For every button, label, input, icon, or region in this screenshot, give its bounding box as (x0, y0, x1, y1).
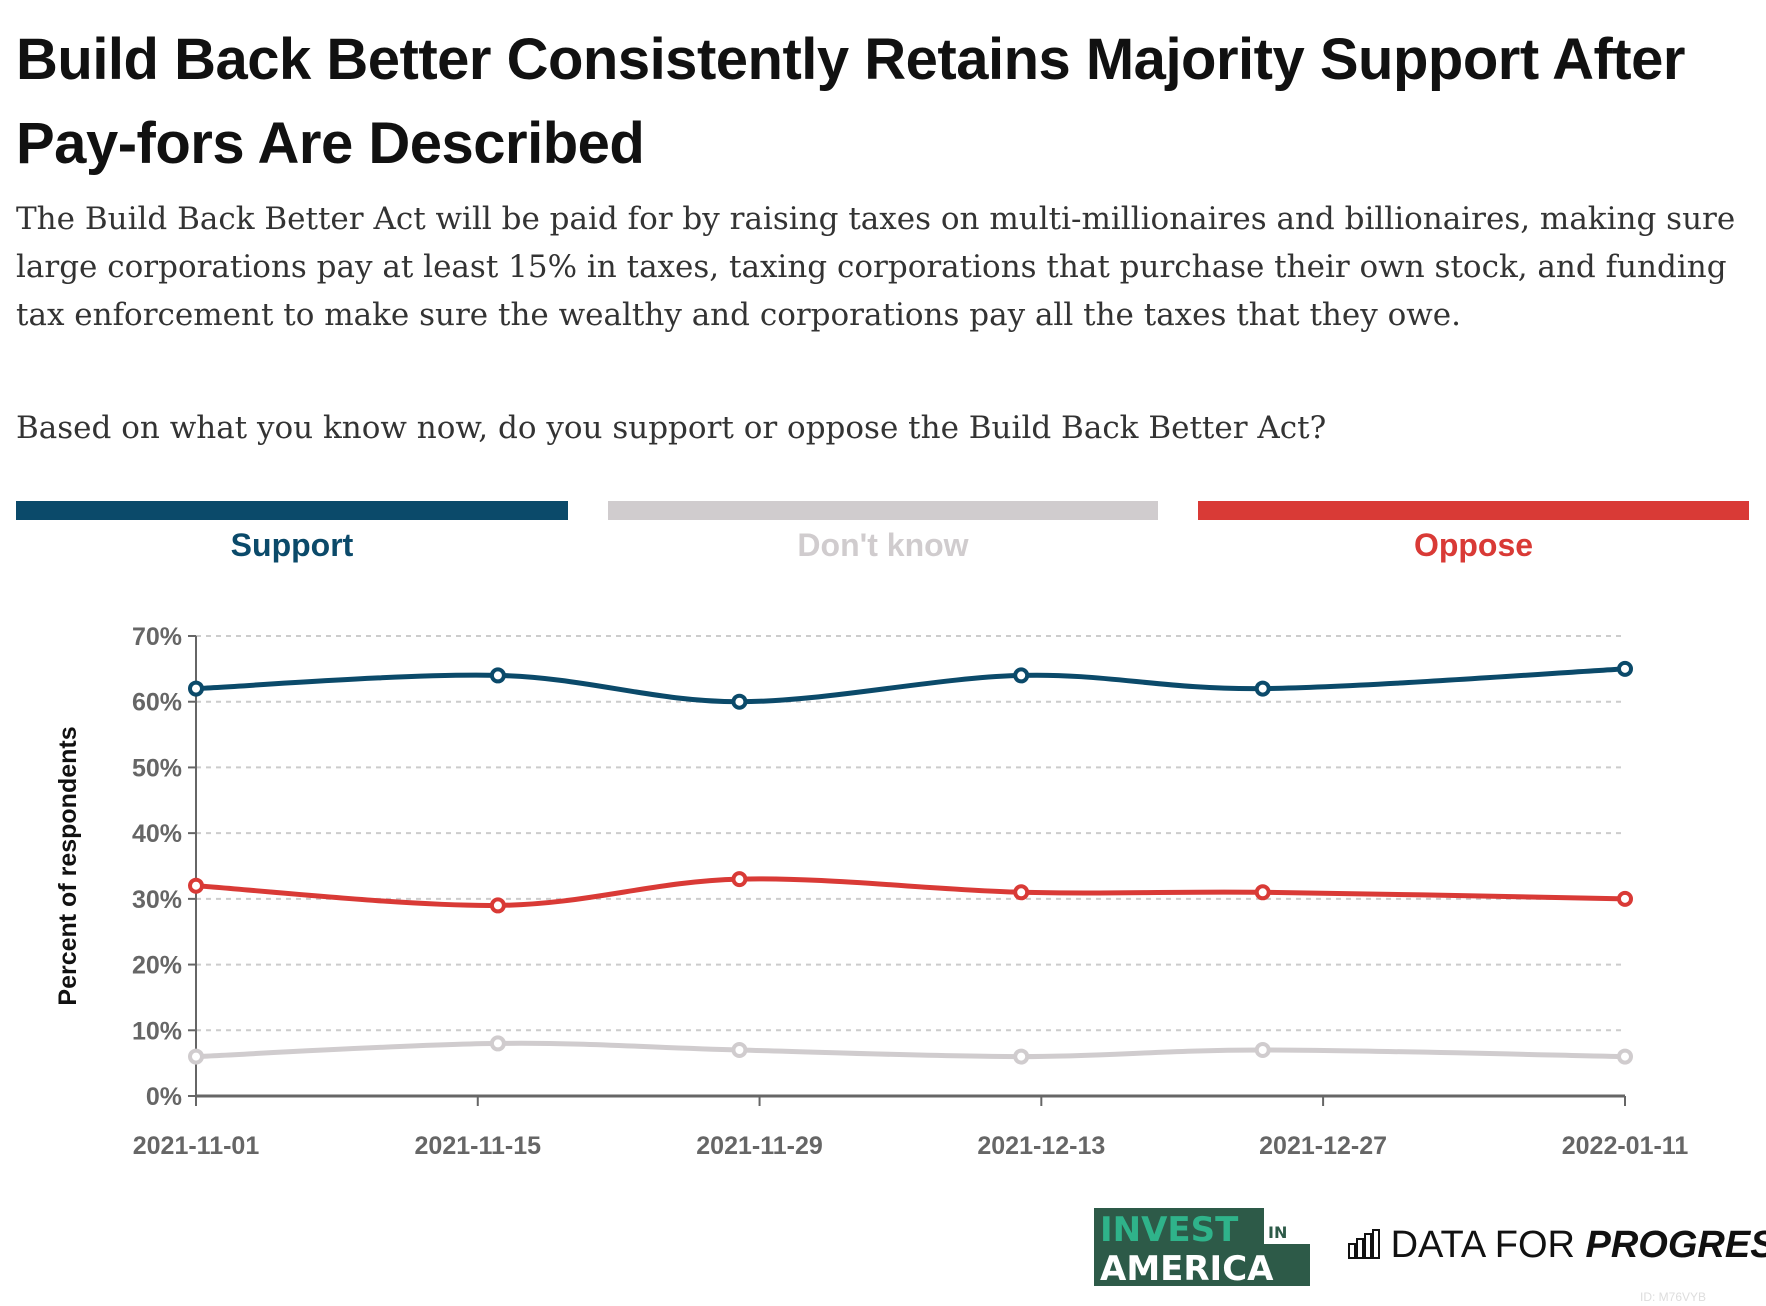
svg-text:AMERICA: AMERICA (1100, 1249, 1274, 1286)
data-point-oppose (731, 871, 748, 888)
x-tick-label: 2021-11-29 (696, 1132, 823, 1160)
data-for-progress-logo: DATA FOR PROGRESS (1348, 1224, 1766, 1267)
data-point-don-t-know (1617, 1048, 1633, 1065)
bar-chart-icon (1348, 1229, 1380, 1259)
data-point-support (1254, 680, 1271, 697)
x-tick-label: 2021-12-13 (977, 1132, 1105, 1160)
y-axis-title: Percent of respondents (54, 726, 82, 1005)
data-point-support (1013, 667, 1030, 684)
series-line-support (195, 666, 1626, 705)
y-tick-label: 30% (132, 886, 182, 914)
data-point-oppose (1254, 884, 1271, 901)
data-point-oppose (1617, 890, 1633, 907)
logo-text-bold: PROGRESS (1585, 1224, 1766, 1266)
data-point-support (489, 667, 506, 684)
logo-text-light: DATA FOR (1390, 1224, 1575, 1266)
data-point-don-t-know (1013, 1048, 1030, 1065)
y-tick-label: 40% (132, 820, 182, 848)
invest-in-america-logo: INVEST IN AMERICA (1094, 1208, 1310, 1286)
data-point-support (731, 693, 748, 710)
chart-title: Build Back Better Consistently Retains M… (16, 27, 1685, 176)
svg-text:IN: IN (1268, 1223, 1287, 1242)
data-point-don-t-know (489, 1035, 506, 1052)
legend-swatch-oppose (1198, 501, 1749, 520)
legend-swatch-support (16, 501, 568, 520)
series-line-don-t-know (195, 1040, 1626, 1060)
legend-label-dont-know: Don't know (797, 527, 969, 563)
question: Based on what you know now, do you suppo… (16, 410, 1327, 446)
y-tick-label: 60% (132, 689, 182, 717)
y-tick-label: 10% (132, 1017, 182, 1045)
y-tick-label: 0% (146, 1083, 182, 1111)
description: The Build Back Better Act will be paid f… (16, 201, 1736, 333)
x-tick-label: 2021-11-15 (415, 1132, 542, 1160)
y-tick-label: 20% (132, 952, 182, 980)
data-point-don-t-know (1254, 1042, 1271, 1058)
series-line-oppose (195, 876, 1626, 908)
data-point-oppose (1013, 884, 1030, 901)
x-tick-label: 2022-01-11 (1562, 1132, 1689, 1160)
x-tick-label: 2021-11-01 (133, 1132, 260, 1160)
data-point-oppose (489, 897, 506, 914)
data-point-don-t-know (731, 1042, 748, 1058)
legend-swatch-dont-know (608, 501, 1158, 520)
y-tick-label: 50% (132, 754, 182, 782)
chart-id: ID: M76VYB (1640, 1290, 1707, 1304)
x-tick-label: 2021-12-27 (1259, 1132, 1387, 1160)
y-tick-label: 70% (132, 623, 182, 651)
svg-text:INVEST: INVEST (1100, 1210, 1239, 1250)
legend-label-support: Support (230, 527, 354, 563)
data-point-support (188, 680, 204, 697)
data-point-don-t-know (188, 1048, 204, 1065)
data-point-support (1617, 660, 1633, 677)
legend-label-oppose: Oppose (1413, 527, 1534, 563)
data-point-oppose (188, 877, 204, 894)
